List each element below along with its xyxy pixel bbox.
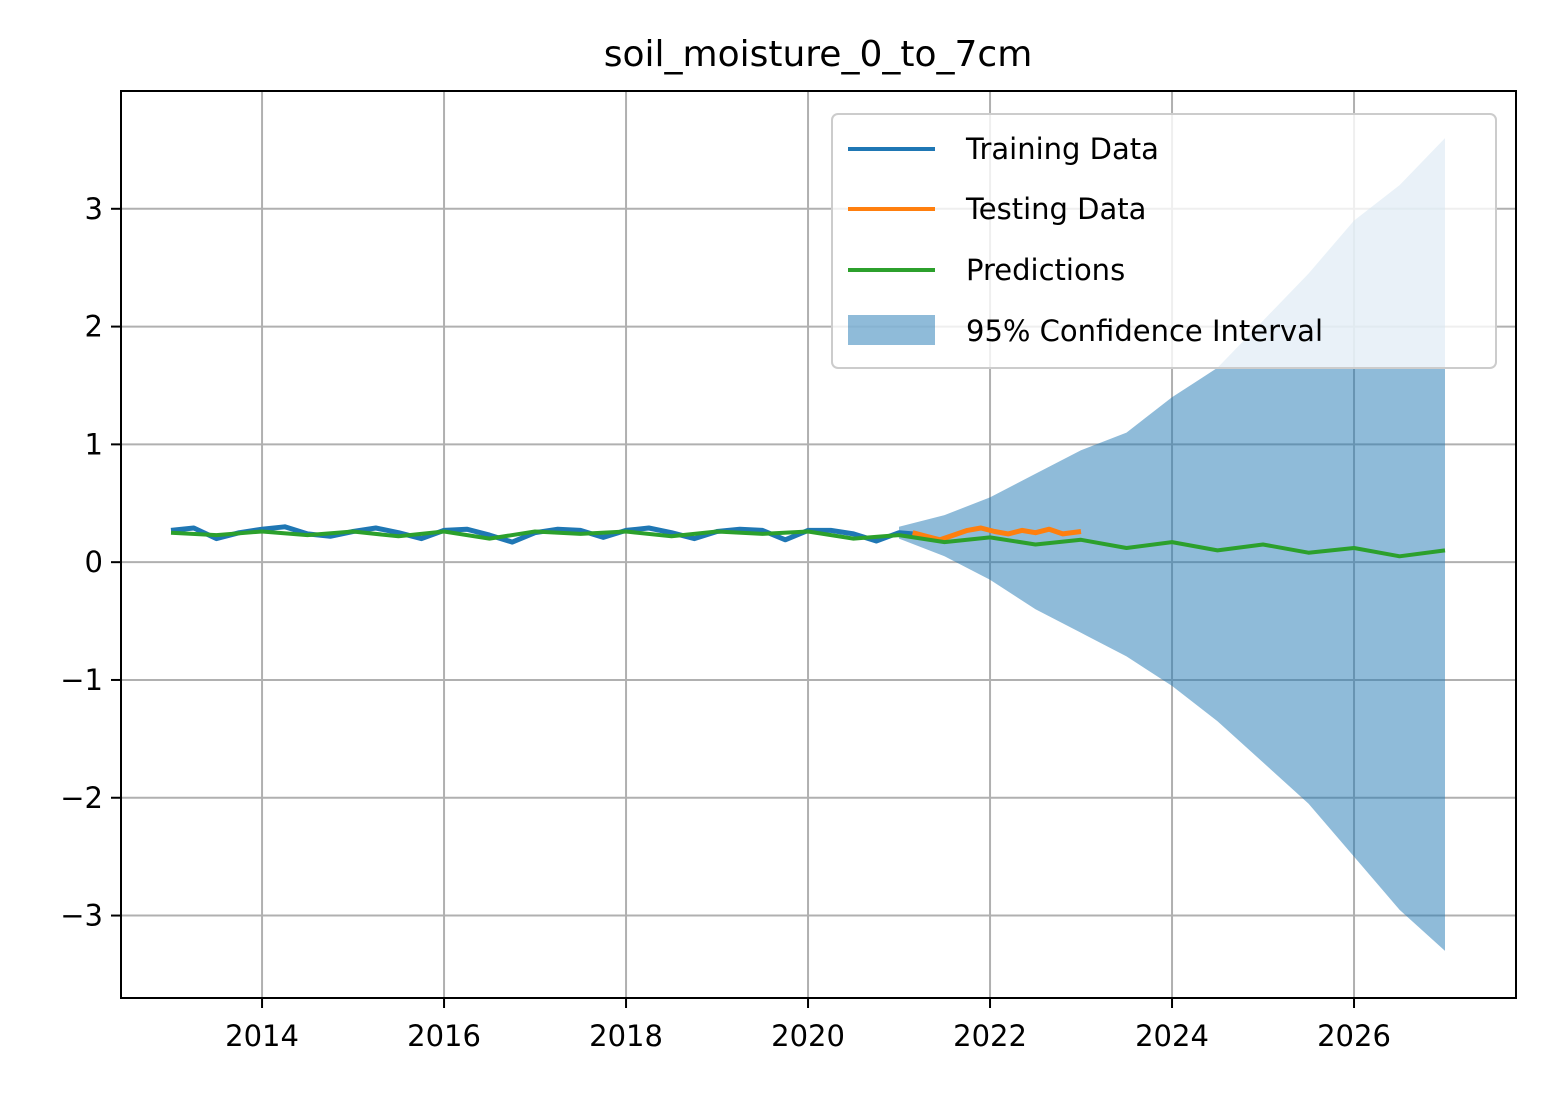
y-tick-label: −3 xyxy=(60,899,103,933)
x-tick-label: 2026 xyxy=(1317,1019,1391,1053)
legend-label-training-data: Training Data xyxy=(965,132,1159,166)
y-tick-label: 0 xyxy=(85,545,103,579)
y-axis: −3 −2 −1 0 1 2 3 xyxy=(60,192,121,933)
x-axis: 2014 2016 2018 2020 2022 2024 2026 xyxy=(225,998,1391,1053)
legend-frame xyxy=(831,113,1497,369)
y-tick-label: −2 xyxy=(60,781,103,815)
x-tick-label: 2014 xyxy=(225,1019,299,1053)
legend: Training Data Testing Data Predictions 9… xyxy=(831,113,1497,369)
y-tick-label: 1 xyxy=(85,427,103,461)
y-tick-label: 2 xyxy=(85,310,103,344)
x-tick-label: 2024 xyxy=(1135,1019,1209,1053)
legend-label-predictions: Predictions xyxy=(966,253,1125,287)
legend-label-testing-data: Testing Data xyxy=(965,192,1146,226)
y-tick-label: 3 xyxy=(85,192,103,226)
legend-swatch-confidence-interval xyxy=(848,315,935,345)
axes-frame xyxy=(120,90,1517,999)
predictions-line xyxy=(170,529,1446,559)
x-tick-label: 2018 xyxy=(589,1019,663,1053)
chart-title: soil_moisture_0_to_7cm xyxy=(604,34,1033,75)
x-tick-label: 2016 xyxy=(407,1019,481,1053)
y-tick-label: −1 xyxy=(60,663,103,697)
legend-label-confidence-interval: 95% Confidence Interval xyxy=(966,314,1323,348)
x-tick-label: 2020 xyxy=(771,1019,845,1053)
x-tick-label: 2022 xyxy=(953,1019,1027,1053)
